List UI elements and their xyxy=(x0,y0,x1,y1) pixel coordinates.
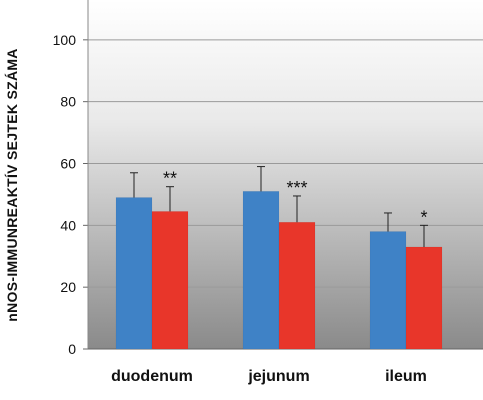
x-tick-label: jejunum xyxy=(247,368,309,385)
y-tick-label: 100 xyxy=(53,32,77,48)
y-tick-label: 60 xyxy=(60,156,76,172)
significance-label: ** xyxy=(163,169,177,189)
y-tick-label: 20 xyxy=(60,279,76,295)
bar xyxy=(151,211,189,350)
bar xyxy=(369,231,407,350)
bar xyxy=(242,191,280,350)
significance-label: *** xyxy=(286,178,307,198)
bar xyxy=(278,221,316,350)
bar xyxy=(115,197,153,350)
y-tick-label: 0 xyxy=(68,341,76,357)
x-tick-label: ileum xyxy=(385,368,427,385)
y-tick-label: 80 xyxy=(60,94,76,110)
significance-label: * xyxy=(420,207,427,227)
bar xyxy=(405,246,443,350)
x-tick-label: duodenum xyxy=(111,368,193,385)
y-tick-label: 40 xyxy=(60,217,76,233)
